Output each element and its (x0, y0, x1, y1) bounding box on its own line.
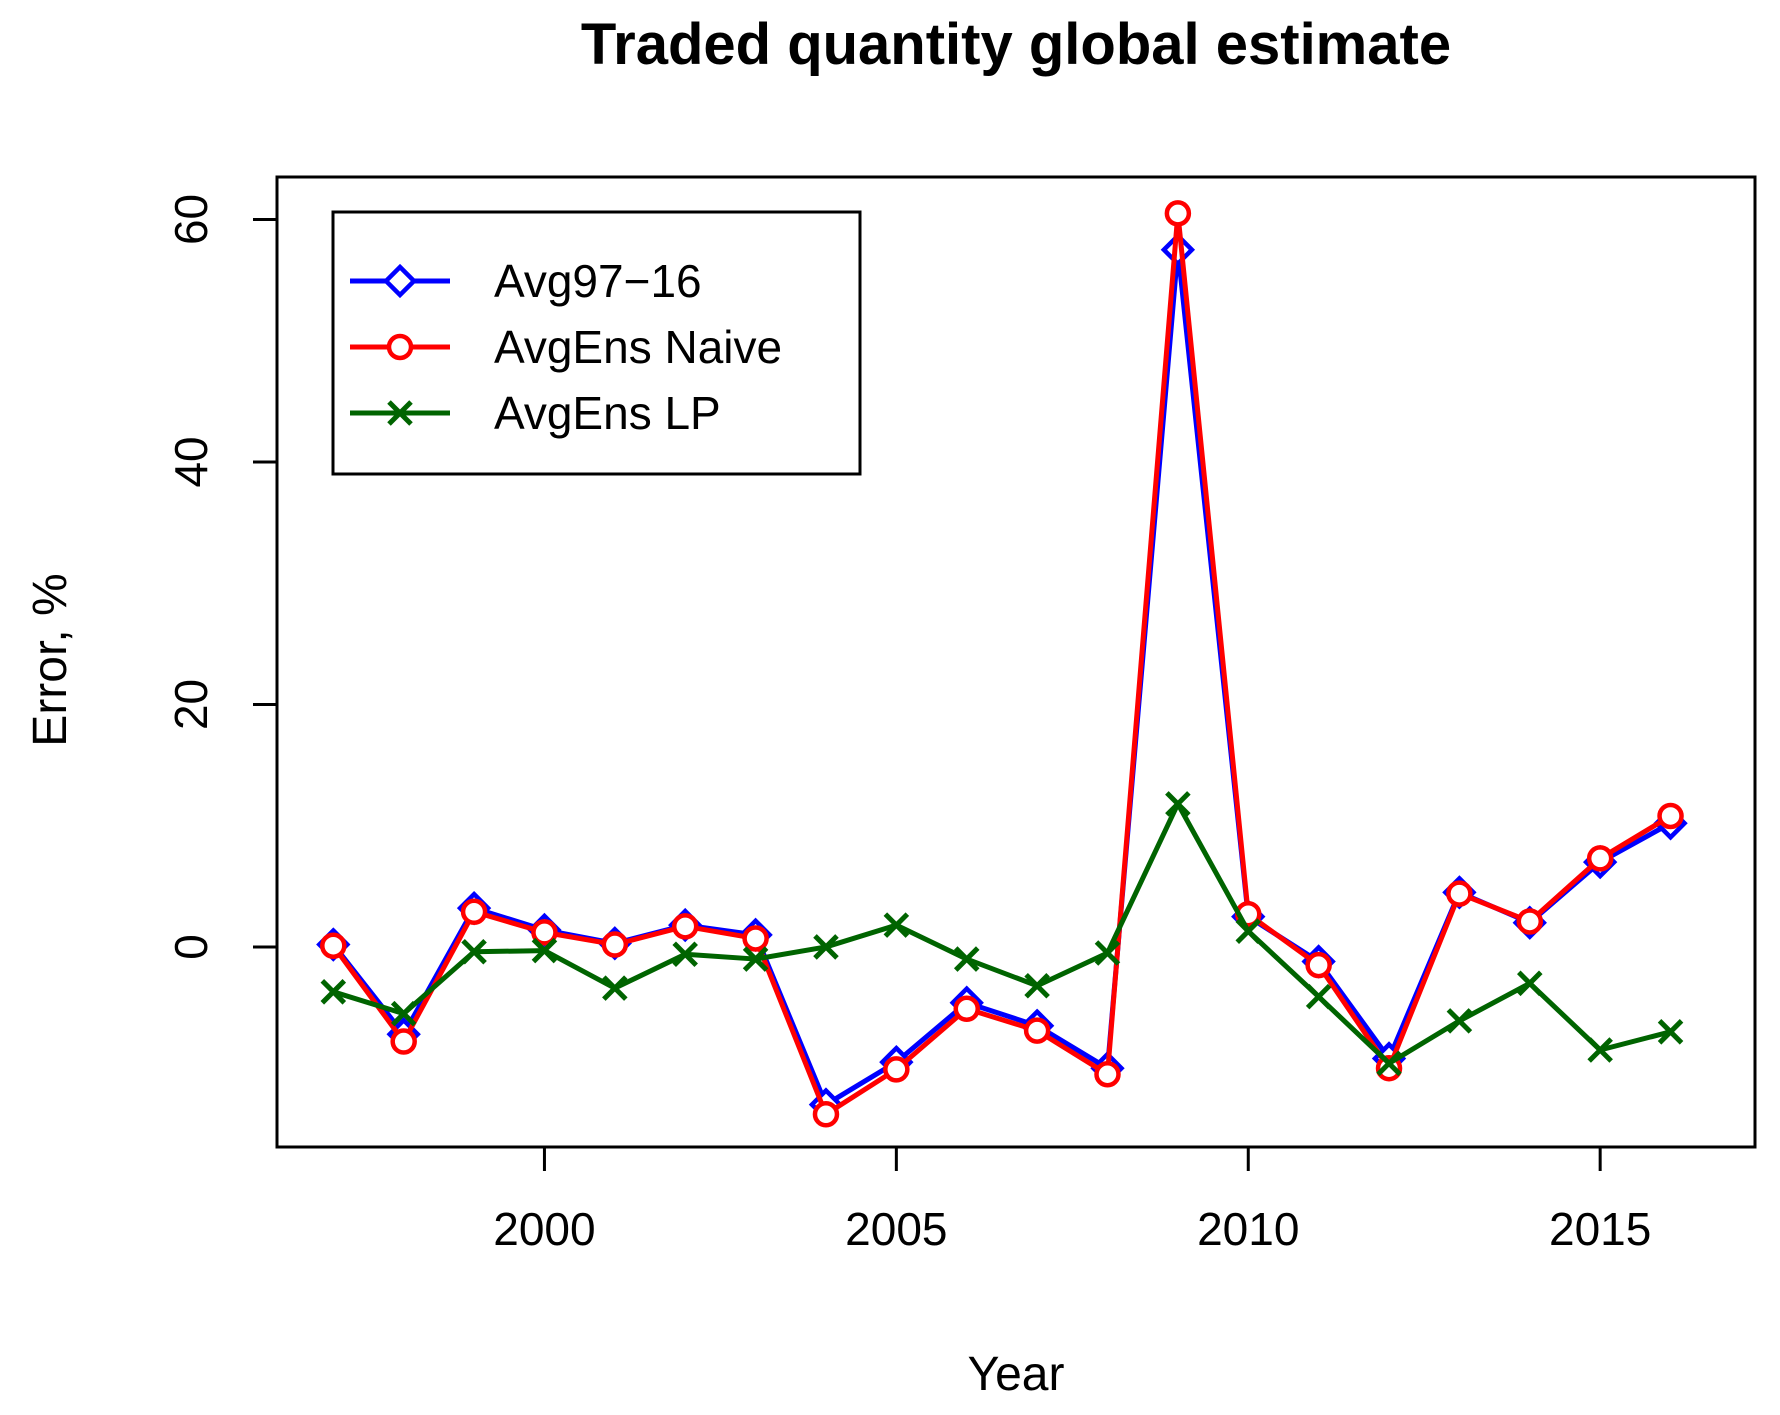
point-avgens-lp-2007 (1024, 972, 1050, 999)
point-avgens-lp-2001-stroke-b (602, 975, 628, 1001)
point-avgens-lp-2000 (531, 937, 558, 964)
point-avgens-lp-2000-stroke-b (531, 937, 558, 964)
y-axis: 0 20 40 60 (165, 194, 279, 960)
point-avgens-naive-2002 (671, 913, 699, 940)
point-avgens-lp-2013-stroke-b (1446, 1008, 1473, 1034)
series-avgens-lp (320, 791, 1684, 1077)
point-avgens-lp-2005 (883, 912, 910, 938)
point-avgens-naive-1998 (390, 1028, 417, 1055)
point-avgens-lp-2010-stroke-b (1235, 918, 1262, 944)
point-avgens-naive-2009 (1164, 200, 1192, 227)
legend-marker-avgens-naive (386, 333, 414, 361)
point-avgens-lp-1999-stroke-b (461, 939, 487, 965)
point-avgens-naive-2003 (742, 925, 769, 952)
point-avgens-lp-2011 (1305, 983, 1332, 1010)
point-avgens-lp-2010 (1235, 918, 1262, 944)
point-avgens-lp-1997-stroke-b (320, 979, 347, 1005)
point-avgens-lp-2016 (1657, 1019, 1684, 1045)
point-avgens-lp-2005-stroke-b (883, 912, 910, 938)
legend-label-avgens-lp: AvgEns LP (494, 387, 721, 439)
x-axis: 2000 2005 2010 2015 (493, 1145, 1651, 1255)
point-avgens-lp-2016-stroke-b (1657, 1019, 1684, 1045)
point-avgens-lp-2006-stroke-b (953, 946, 980, 972)
point-avgens-lp-2014 (1517, 970, 1543, 997)
point-avgens-lp-2006 (953, 946, 980, 972)
point-avg97-16-2009 (1160, 232, 1196, 267)
legend-label-avgens-naive: AvgEns Naive (494, 321, 782, 373)
legend: Avg97−16 AvgEns Naive AvgEns LP (331, 210, 862, 476)
point-avgens-lp-2002-stroke-b (672, 941, 698, 967)
point-avgens-naive-2016 (1657, 802, 1684, 830)
point-avgens-lp-2001 (602, 975, 628, 1001)
point-avgens-lp-2013 (1446, 1008, 1473, 1034)
y-tick-label-0: 0 (165, 934, 217, 960)
point-avgens-naive-2013 (1446, 880, 1473, 907)
point-avgens-naive-2001 (601, 931, 629, 958)
x-axis-label: Year (968, 1348, 1065, 1401)
legend-marker-avgens-lp (387, 400, 413, 426)
series-avgens-naive (320, 200, 1684, 1128)
point-avgens-lp-2009 (1165, 791, 1191, 817)
legend-marker-avgens-lp-stroke-b (387, 400, 413, 426)
point-avgens-lp-1998-stroke-b (390, 1000, 417, 1027)
point-avgens-lp-2008-stroke-b (1094, 940, 1121, 966)
point-avgens-naive-2015 (1586, 845, 1614, 872)
point-avgens-lp-2004 (813, 934, 839, 960)
x-tick-label-2005: 2005 (845, 1203, 947, 1255)
y-tick-label-60: 60 (165, 194, 217, 245)
point-avgens-lp-2008 (1094, 940, 1121, 966)
point-avgens-lp-1998 (390, 1000, 417, 1027)
chart-title: Traded quantity global estimate (581, 12, 1451, 77)
point-avgens-lp-2014-stroke-b (1517, 970, 1543, 997)
series-line-avgens-lp (332, 801, 1672, 1066)
point-avgens-naive-1997 (320, 932, 347, 959)
point-avgens-lp-2003 (742, 946, 769, 972)
point-avgens-lp-1999 (461, 939, 487, 965)
point-avgens-lp-2009-stroke-b (1165, 791, 1191, 817)
x-tick-label-2015: 2015 (1549, 1203, 1651, 1255)
point-avgens-naive-1999 (460, 898, 488, 926)
point-avgens-lp-1997 (320, 979, 347, 1005)
legend-label-avg97-16: Avg97−16 (494, 255, 702, 307)
point-avgens-lp-2015 (1587, 1037, 1613, 1063)
point-avgens-naive-2004 (812, 1101, 840, 1128)
point-avgens-naive-2008 (1094, 1061, 1121, 1088)
series-layer (316, 200, 1688, 1128)
point-avgens-naive-2011 (1305, 951, 1332, 979)
point-avgens-lp-2002 (672, 941, 698, 967)
point-avgens-lp-2012 (1376, 1050, 1402, 1077)
point-avgens-lp-2004-stroke-b (813, 934, 839, 960)
point-avgens-lp-2012-stroke-b (1376, 1050, 1402, 1077)
point-avgens-lp-2007-stroke-b (1024, 972, 1050, 999)
point-avgens-naive-2000 (531, 919, 558, 946)
point-avgens-lp-2015-stroke-b (1587, 1037, 1613, 1063)
point-avgens-naive-2005 (883, 1056, 910, 1083)
y-tick-label-20: 20 (165, 679, 217, 730)
y-tick-label-40: 40 (165, 436, 217, 487)
point-avgens-naive-2014 (1516, 908, 1544, 935)
y-axis-label: Error, % (24, 573, 77, 746)
point-avgens-lp-2011-stroke-b (1305, 983, 1332, 1010)
point-avgens-lp-2003-stroke-b (742, 946, 769, 972)
legend-marker-avg97-16 (382, 263, 418, 299)
x-tick-label-2010: 2010 (1197, 1203, 1299, 1255)
point-avgens-naive-2007 (1023, 1017, 1051, 1044)
legend-entries (350, 263, 450, 426)
x-tick-label-2000: 2000 (493, 1203, 595, 1255)
legend-box (331, 210, 862, 476)
point-avgens-naive-2006 (953, 995, 980, 1023)
